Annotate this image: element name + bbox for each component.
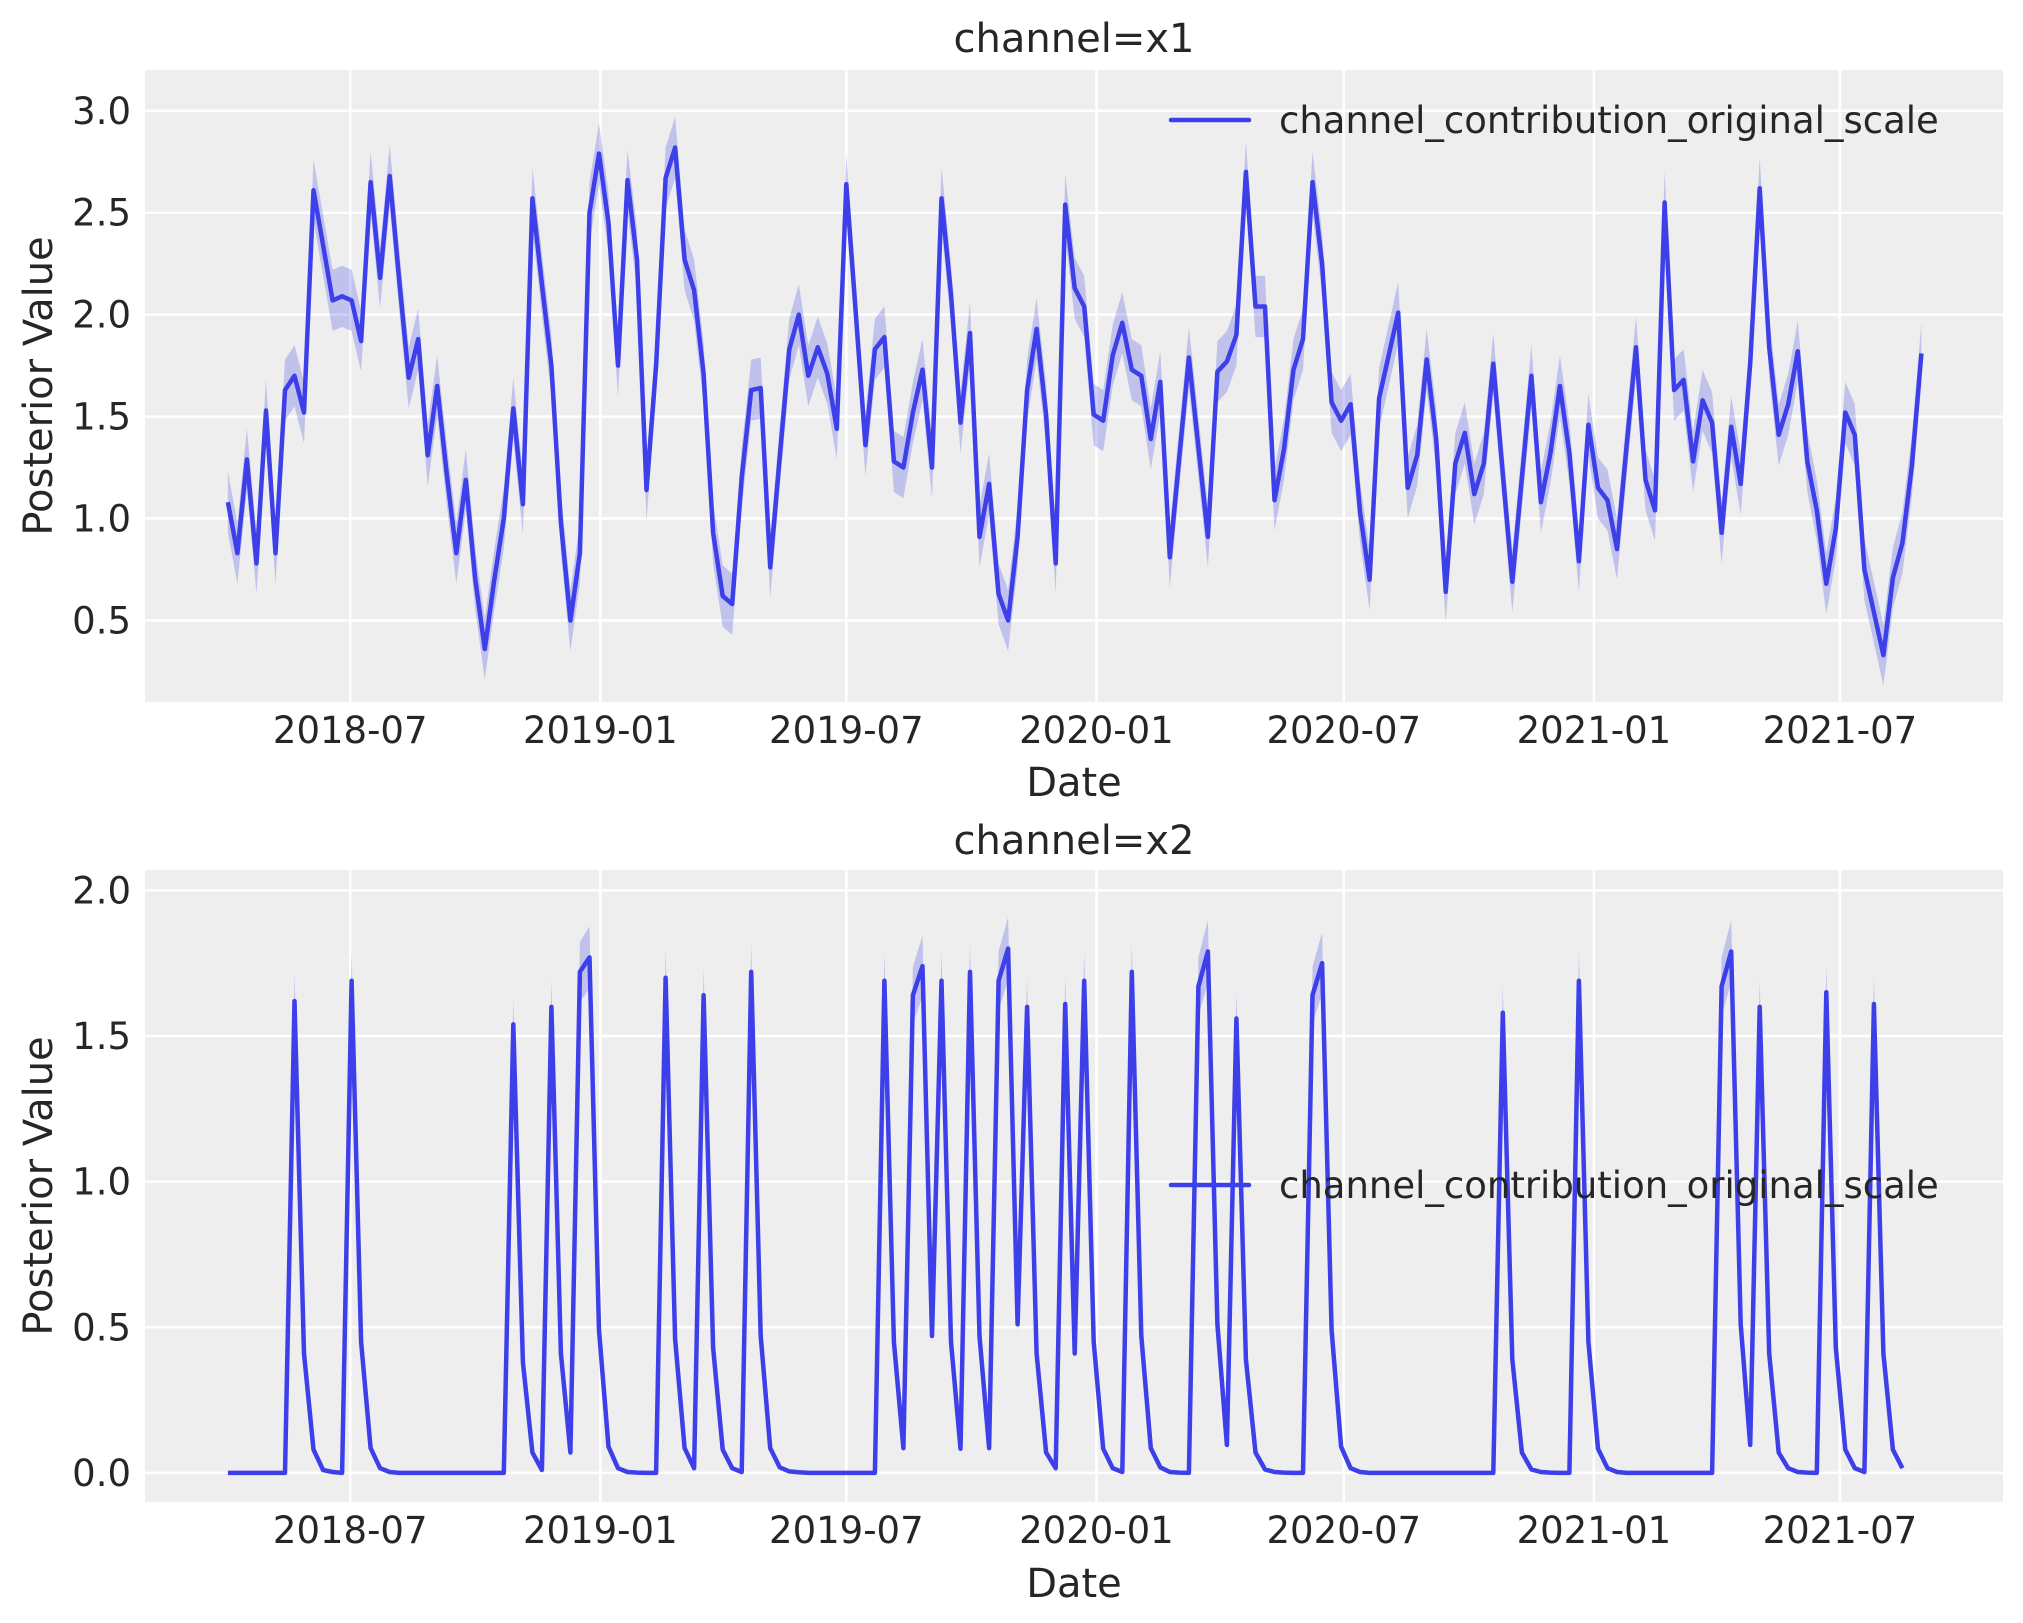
y-tick-label: 1.0 xyxy=(72,498,131,541)
x-tick-label: 2021-07 xyxy=(1763,709,1918,752)
y-axis-label: Posterior Value xyxy=(16,1036,62,1335)
x-tick-label: 2021-07 xyxy=(1763,1509,1918,1552)
y-tick-label: 2.0 xyxy=(72,294,131,337)
y-tick-label: 1.5 xyxy=(72,1015,131,1058)
axes-background xyxy=(145,870,2003,1502)
x-tick-label: 2019-01 xyxy=(523,1509,678,1552)
y-tick-label: 0.5 xyxy=(72,599,131,642)
x-tick-label: 2019-01 xyxy=(523,709,678,752)
x-tick-label: 2021-01 xyxy=(1517,1509,1672,1552)
plot-area xyxy=(145,870,2003,1502)
x-tick-label: 2019-07 xyxy=(769,1509,924,1552)
legend: channel_contribution_original_scale xyxy=(1168,99,1939,142)
panel-x1: channel=x1 Date Posterior Value 0.5 1.0 1.… xyxy=(16,16,2003,806)
x-tick-label: 2018-07 xyxy=(273,709,428,752)
data-points xyxy=(227,147,1922,656)
y-tick-label: 2.0 xyxy=(72,869,131,912)
y-tick-label: 0.5 xyxy=(72,1306,131,1349)
x-tick-label: 2020-01 xyxy=(1019,1509,1174,1552)
panel-x2: channel=x2 Date Posterior Value 0.0 0.5 1.… xyxy=(16,818,2003,1607)
legend: channel_contribution_original_scale xyxy=(1168,1164,1939,1207)
x-tick-label: 2021-01 xyxy=(1517,709,1672,752)
y-tick-label: 0.0 xyxy=(72,1452,131,1495)
x-tick-label: 2020-01 xyxy=(1019,709,1174,752)
y-tick-label: 3.0 xyxy=(72,90,131,133)
legend-label: channel_contribution_original_scale xyxy=(1279,99,1939,142)
y-tick-label: 1.0 xyxy=(72,1161,131,1204)
x-axis-label: Date xyxy=(1026,760,1122,806)
x-axis-label: Date xyxy=(1026,1561,1122,1607)
x-tick-label: 2020-07 xyxy=(1266,1509,1421,1552)
x-tick-label: 2018-07 xyxy=(273,1509,428,1552)
panel-title: channel=x2 xyxy=(954,818,1195,864)
y-axis-label: Posterior Value xyxy=(16,236,62,535)
y-tick-label: 1.5 xyxy=(72,396,131,439)
plot-area xyxy=(145,70,2003,702)
axes-background xyxy=(145,70,2003,702)
x-tick-label: 2019-07 xyxy=(769,709,924,752)
panel-title: channel=x1 xyxy=(954,16,1195,62)
data-points xyxy=(227,948,1903,1473)
x-tick-label: 2020-07 xyxy=(1266,709,1421,752)
legend-label: channel_contribution_original_scale xyxy=(1279,1164,1939,1207)
y-tick-label: 2.5 xyxy=(72,192,131,235)
